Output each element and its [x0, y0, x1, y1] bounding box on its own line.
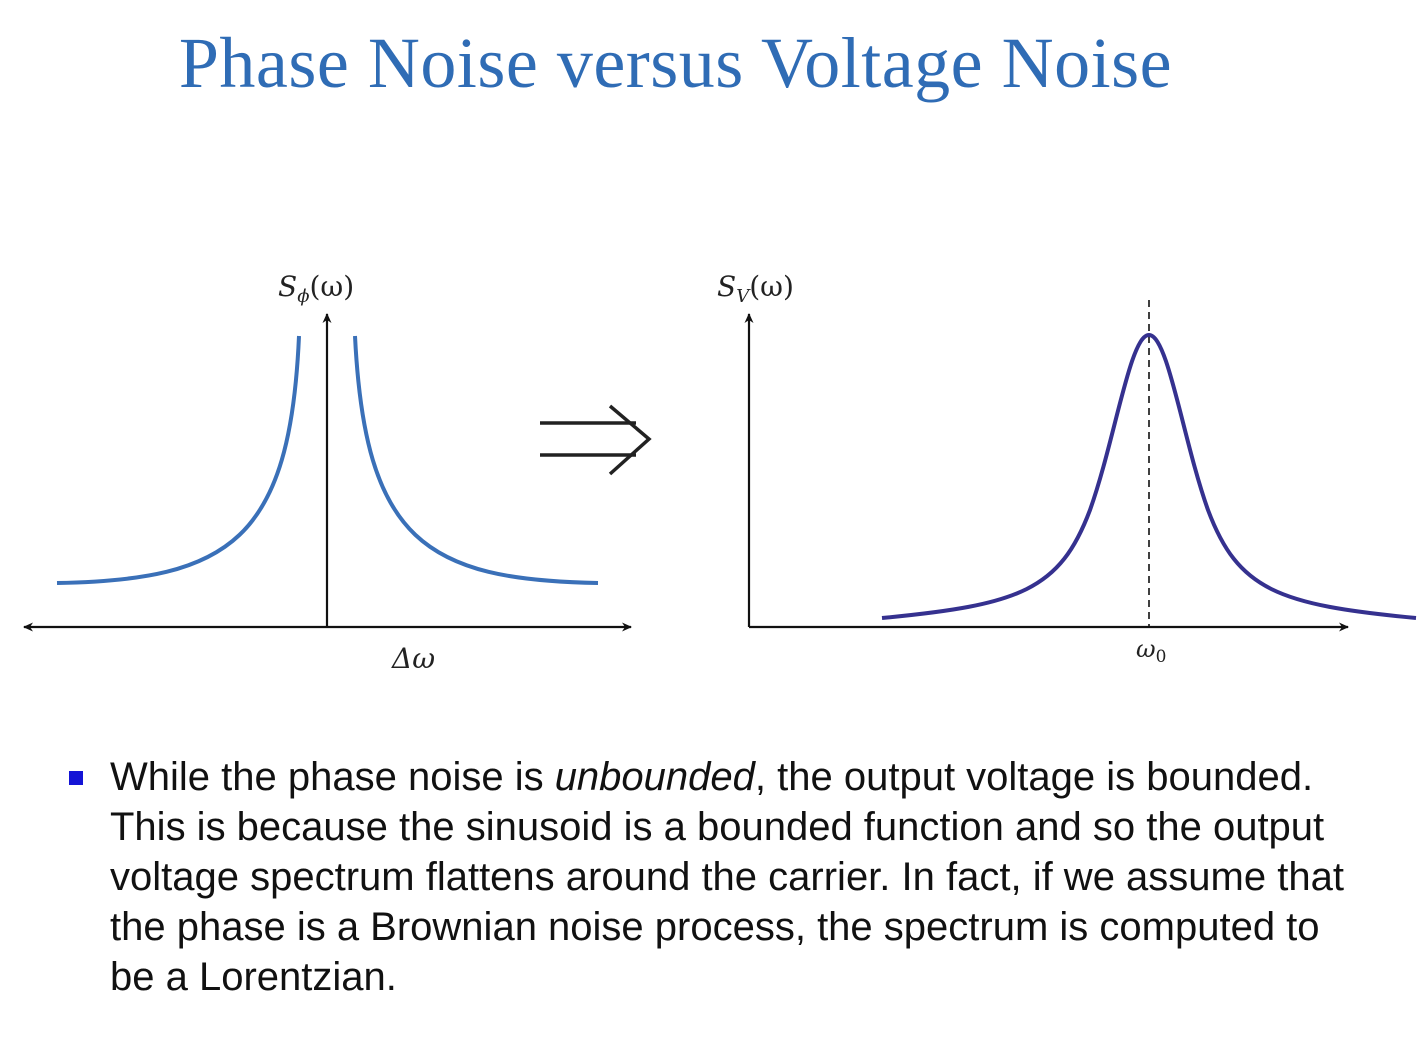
bullet-text-start: While the phase noise is	[110, 755, 555, 799]
voltage-spectrum-plot: SV(ω) ω0	[717, 270, 1417, 667]
phase-noise-curve-left	[56, 335, 301, 585]
lorentzian-curve	[881, 332, 1417, 620]
bullet-text-rest: , the output voltage is bounded. This is…	[110, 755, 1344, 999]
bullet-square-icon	[69, 771, 83, 785]
phase-noise-y-label: Sϕ(ω)	[278, 270, 354, 307]
bullet-text: While the phase noise is unbounded, the …	[110, 752, 1366, 1002]
voltage-spectrum-y-label: SV(ω)	[717, 270, 794, 307]
bullet-item: While the phase noise is unbounded, the …	[66, 752, 1366, 1002]
phase-noise-plot: Sϕ(ω) Δω	[23, 270, 632, 675]
slide-title: Phase Noise versus Voltage Noise	[178, 23, 1173, 103]
phase-noise-curve-right	[353, 335, 599, 585]
carrier-frequency-label: ω0	[1136, 635, 1166, 667]
bullet-list: While the phase noise is unbounded, the …	[66, 752, 1366, 1002]
bullet-text-emphasis: unbounded	[554, 755, 755, 799]
implies-arrow-icon	[540, 404, 652, 476]
phase-noise-x-label: Δω	[391, 642, 435, 675]
